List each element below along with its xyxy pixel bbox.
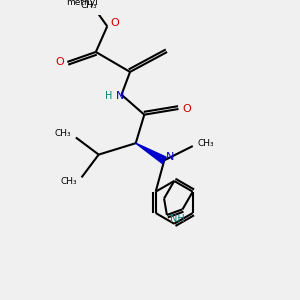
Text: CH₃: CH₃ [80,1,97,10]
Text: O: O [110,18,119,28]
Text: N: N [116,91,124,101]
Polygon shape [136,143,166,164]
Text: CH₃: CH₃ [60,177,77,186]
Text: O: O [56,57,64,67]
Text: N: N [166,152,174,162]
Text: H: H [105,91,112,101]
Text: NH: NH [169,214,184,224]
Text: CH₃: CH₃ [55,129,71,138]
Text: methyl: methyl [66,0,98,7]
Text: CH₃: CH₃ [197,139,214,148]
Text: O: O [183,104,191,114]
